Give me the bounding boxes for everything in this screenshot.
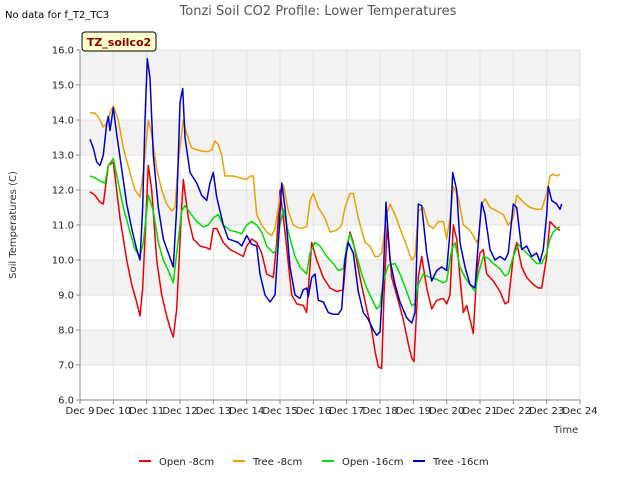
y-tick-label: 16.0 xyxy=(52,46,74,57)
legend-item: Tree -8cm xyxy=(233,457,302,468)
legend-item: Open -16cm xyxy=(322,457,403,468)
x-tick-label: Dec 13 xyxy=(196,406,231,417)
site-badge[interactable]: TZ_soilco2 xyxy=(81,31,157,52)
y-tick-label: 7.0 xyxy=(58,361,74,372)
grid-band xyxy=(80,330,580,365)
x-tick-label: Dec 20 xyxy=(429,406,464,417)
y-tick-label: 8.0 xyxy=(58,326,74,337)
y-tick-label: 15.0 xyxy=(52,81,74,92)
legend-label: Open -16cm xyxy=(342,457,403,468)
legend-label: Tree -16cm xyxy=(432,457,489,468)
x-tick-label: Dec 19 xyxy=(396,406,431,417)
x-tick-label: Dec 9 xyxy=(66,406,95,417)
x-tick-label: Dec 12 xyxy=(162,406,197,417)
grid-band xyxy=(80,50,580,85)
y-tick-label: 13.0 xyxy=(52,151,74,162)
grid-bands xyxy=(80,50,580,365)
x-tick-label: Dec 23 xyxy=(529,406,564,417)
y-tick-label: 9.0 xyxy=(58,291,74,302)
x-tick-label: Dec 22 xyxy=(496,406,531,417)
x-tick-label: Dec 18 xyxy=(362,406,397,417)
no-data-message: No data for f_T2_TC3 xyxy=(5,10,109,21)
chart-title: Tonzi Soil CO2 Profile: Lower Temperatur… xyxy=(179,4,457,19)
y-tick-label: 14.0 xyxy=(52,116,74,127)
y-axis-label: Soil Temperatures (C) xyxy=(8,171,19,279)
grid-band xyxy=(80,120,580,155)
x-axis-label: Time xyxy=(553,425,578,436)
y-tick-label: 12.0 xyxy=(52,186,74,197)
series-line-tree-16cm xyxy=(89,58,563,337)
y-tick-label: 10.0 xyxy=(52,256,74,267)
x-tick-label: Dec 10 xyxy=(96,406,131,417)
y-axis: 6.0 7.0 8.0 9.0 10.0 11.0 12.0 13.0 14.0 15.0 16.0 xyxy=(52,46,81,407)
legend-item: Tree -16cm xyxy=(413,457,489,468)
series-layer xyxy=(89,58,563,370)
series-line-open-16cm xyxy=(89,157,561,310)
x-tick-label: Dec 21 xyxy=(462,406,497,417)
x-tick-label: Dec 24 xyxy=(562,406,597,417)
x-tick-label: Dec 11 xyxy=(129,406,164,417)
x-tick-label: Dec 15 xyxy=(262,406,297,417)
legend-item: Open -8cm xyxy=(139,457,214,468)
x-tick-label: Dec 16 xyxy=(296,406,331,417)
legend: Open -8cm Tree -8cm Open -16cm Tree -16cm xyxy=(139,457,489,468)
site-badge-label: TZ_soilco2 xyxy=(87,36,151,49)
site-badge-box xyxy=(81,31,157,52)
legend-label: Open -8cm xyxy=(159,457,214,468)
y-tick-label: 6.0 xyxy=(58,396,74,407)
x-tick-label: Dec 17 xyxy=(329,406,364,417)
x-tick-label: Dec 14 xyxy=(229,406,264,417)
y-tick-label: 11.0 xyxy=(52,221,74,232)
legend-label: Tree -8cm xyxy=(252,457,302,468)
grid-band xyxy=(80,260,580,295)
